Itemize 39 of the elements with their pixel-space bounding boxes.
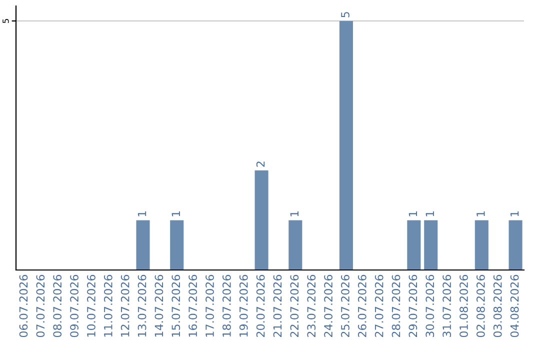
x-tick-label: 01.08.2026 (460, 274, 468, 338)
x-tick-label: 10.07.2026 (87, 274, 96, 337)
x-tick-label: 22.07.2026 (290, 274, 299, 337)
x-tick-label: 07.07.2026 (36, 274, 45, 338)
x-tick-label: 06.07.2026 (19, 274, 28, 338)
data-label: 1 (172, 211, 180, 216)
data-label: 1 (138, 211, 146, 216)
x-tick-label: 03.08.2026 (493, 274, 502, 338)
x-tick-label: 31.07.2026 (442, 274, 452, 337)
x-tick-label: 29.07.2026 (408, 274, 418, 337)
x-tick-label: 20.07.2026 (256, 274, 265, 337)
data-label: 2 (256, 162, 265, 167)
x-tick-label: 11.07.2026 (104, 274, 112, 337)
x-tick-label: 30.07.2026 (426, 274, 434, 337)
x-tick-label: 13.07.2026 (138, 274, 146, 337)
x-tick-label: 15.07.2026 (172, 274, 180, 337)
x-tick-label: 23.07.2026 (307, 274, 316, 337)
x-tick-label: 04.08.2026 (510, 274, 519, 338)
x-tick-label: 08.07.2026 (53, 274, 62, 338)
x-tick-label: 17.07.2026 (206, 274, 214, 337)
x-tick-label: 14.07.2026 (154, 274, 164, 337)
data-label: 1 (476, 211, 485, 216)
x-tick-label: 18.07.2026 (222, 274, 231, 337)
x-tick-label: 28.07.2026 (392, 274, 400, 337)
x-tick-label: 09.07.2026 (70, 274, 78, 338)
x-tick-label: 19.07.2026 (239, 274, 248, 337)
data-label: 1 (510, 211, 519, 216)
x-tick-label: 27.07.2026 (374, 274, 384, 337)
x-tick-label: 12.07.2026 (120, 274, 130, 337)
x-tick-label: 25.07.2026 (341, 274, 350, 337)
x-tick-label: 26.07.2026 (358, 274, 366, 337)
data-label: 1 (290, 211, 298, 216)
data-label: 1 (408, 211, 417, 216)
x-tick-label: 24.07.2026 (324, 274, 332, 337)
x-tick-label: 02.08.2026 (476, 274, 485, 338)
x-tick-label: 16.07.2026 (188, 274, 198, 337)
data-label: 1 (426, 211, 434, 216)
data-label: 5 (341, 12, 350, 18)
x-tick-label: 21.07.2026 (273, 274, 282, 337)
